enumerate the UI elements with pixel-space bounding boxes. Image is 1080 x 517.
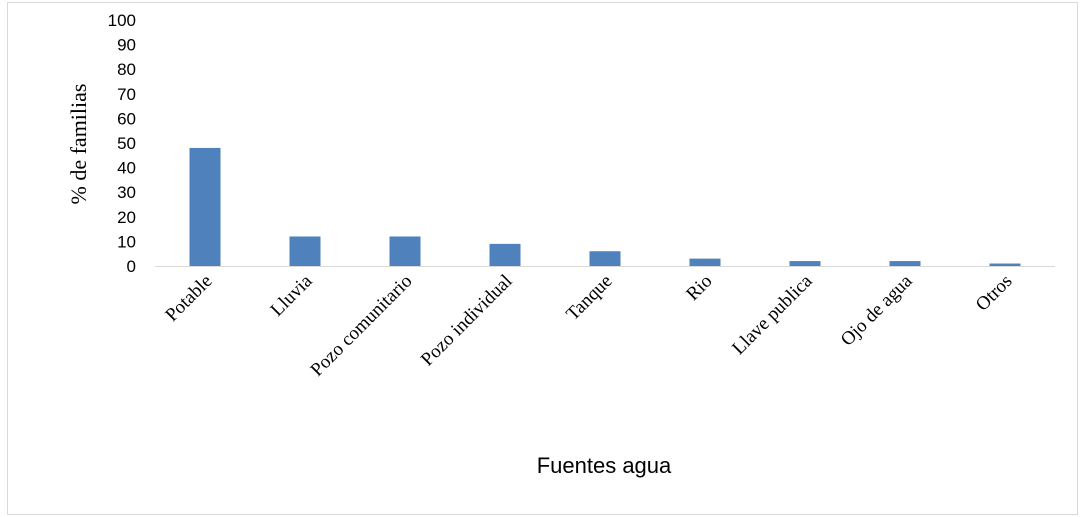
y-tick-label: 90 bbox=[117, 36, 136, 55]
y-tick-label: 70 bbox=[117, 85, 136, 104]
x-tick-label: Lluvia bbox=[267, 270, 317, 320]
x-tick-label: Pozo individual bbox=[417, 271, 517, 371]
y-tick-label: 50 bbox=[117, 134, 136, 153]
x-tick-label: Rio bbox=[682, 271, 716, 305]
x-tick-label: Ojo de agua bbox=[837, 270, 917, 350]
y-tick-label: 80 bbox=[117, 60, 136, 79]
y-tick-label: 20 bbox=[117, 208, 136, 227]
bar bbox=[689, 258, 721, 266]
x-tick-label: Potable bbox=[161, 271, 216, 326]
bar bbox=[589, 251, 621, 266]
y-tick-label: 40 bbox=[117, 159, 136, 178]
y-tick-label: 30 bbox=[117, 183, 136, 202]
y-tick-label: 0 bbox=[127, 257, 136, 276]
x-axis-label: Fuentes agua bbox=[537, 453, 672, 478]
bar bbox=[889, 261, 921, 266]
x-tick-label: Tanque bbox=[562, 271, 616, 325]
bar bbox=[289, 236, 321, 266]
bar bbox=[489, 243, 521, 266]
bar bbox=[189, 147, 221, 266]
bar bbox=[989, 263, 1021, 266]
bar bbox=[389, 236, 421, 266]
bar bbox=[789, 261, 821, 266]
y-tick-label: 100 bbox=[108, 11, 136, 30]
bars bbox=[189, 147, 1021, 266]
y-axis-ticks: 0 10 20 30 40 50 60 70 80 90 100 bbox=[108, 11, 136, 276]
x-tick-label: Otros bbox=[972, 271, 1017, 316]
y-axis-label: % de familias bbox=[66, 84, 91, 205]
y-tick-label: 10 bbox=[117, 232, 136, 251]
y-tick-label: 60 bbox=[117, 109, 136, 128]
chart-frame bbox=[7, 2, 1078, 515]
x-tick-label: Pozo comunitario bbox=[307, 271, 417, 381]
x-tick-label: Llave publica bbox=[728, 270, 817, 359]
